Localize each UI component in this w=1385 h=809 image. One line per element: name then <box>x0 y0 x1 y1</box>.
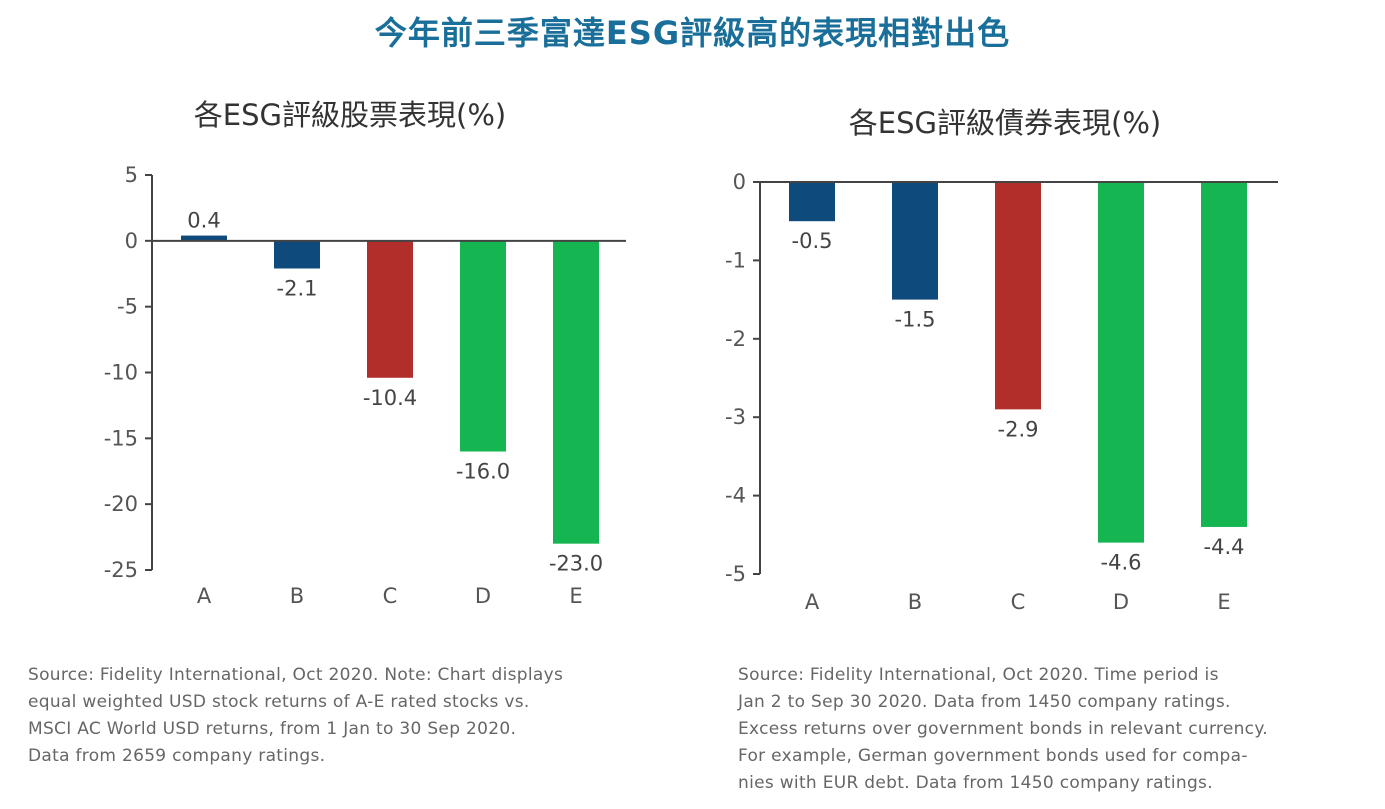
x-category-label: C <box>1011 590 1026 614</box>
bar-e <box>1201 182 1247 527</box>
data-label: -2.9 <box>998 417 1039 441</box>
y-tick-label: 0 <box>125 229 138 253</box>
x-category-label: B <box>908 590 922 614</box>
note-line: MSCI AC World USD returns, from 1 Jan to… <box>28 719 517 739</box>
bond-performance-chart: 0 -1 -2 -3 -4 -5 -0.5 A -1.5 B -2.9 C -4.6 D -4.4 E <box>725 170 1278 614</box>
stock-performance-chart: 5 0 -5 -10 -15 -20 -25 0.4 A -2.1 B -10.4 C -16.0 D -23… <box>104 163 626 608</box>
y-tick-label: -2 <box>725 327 746 351</box>
bar-a <box>181 235 227 241</box>
x-category-label: D <box>475 584 491 608</box>
x-category-label: A <box>197 584 212 608</box>
y-tick-label: -10 <box>104 361 138 385</box>
data-label: -2.1 <box>277 276 318 300</box>
data-label: -4.6 <box>1101 551 1142 575</box>
data-label: -16.0 <box>456 460 510 484</box>
y-tick-label: 0 <box>733 170 746 194</box>
note-line: Source: Fidelity International, Oct 2020… <box>28 665 564 685</box>
data-label: -4.4 <box>1204 535 1245 559</box>
bar-b <box>274 240 320 269</box>
stock-chart-source-note: Source: Fidelity International, Oct 2020… <box>28 662 668 770</box>
x-category-label: E <box>569 584 582 608</box>
bar-a <box>789 182 835 222</box>
note-line: Source: Fidelity International, Oct 2020… <box>738 665 1219 685</box>
main-title: 今年前三季富達ESG評級高的表現相對出色 <box>374 14 1011 52</box>
bar-d <box>460 240 506 452</box>
y-tick-label: -3 <box>725 405 746 429</box>
bar-d <box>1098 182 1144 543</box>
note-line: For example, German government bonds use… <box>738 746 1248 766</box>
data-label: -23.0 <box>549 552 603 576</box>
bar-e <box>553 240 599 544</box>
y-tick-label: -1 <box>725 248 746 272</box>
bar-c <box>367 240 413 378</box>
bar-b <box>892 182 938 300</box>
y-tick-label: -20 <box>104 492 138 516</box>
data-label: -0.5 <box>792 229 833 253</box>
y-tick-label: -4 <box>725 484 746 508</box>
note-line: Jan 2 to Sep 30 2020. Data from 1450 com… <box>738 692 1231 712</box>
stock-chart-title: 各ESG評級股票表現(%) <box>193 98 507 132</box>
y-tick-label: -5 <box>117 295 138 319</box>
note-line: Data from 2659 company ratings. <box>28 746 326 766</box>
note-line: nies with EUR debt. Data from 1450 compa… <box>738 773 1213 793</box>
x-category-label: E <box>1217 590 1230 614</box>
bond-chart-title: 各ESG評級債券表現(%) <box>848 106 1162 140</box>
y-tick-label: 5 <box>125 163 138 187</box>
bond-chart-source-note: Source: Fidelity International, Oct 2020… <box>738 662 1358 797</box>
x-category-label: C <box>383 584 398 608</box>
x-category-label: A <box>805 590 820 614</box>
data-label: -10.4 <box>363 386 417 410</box>
data-label: -1.5 <box>895 308 936 332</box>
x-category-label: B <box>290 584 304 608</box>
y-tick-label: -5 <box>725 562 746 586</box>
bar-c <box>995 182 1041 410</box>
note-line: Excess returns over government bonds in … <box>738 719 1268 739</box>
note-line: equal weighted USD stock returns of A-E … <box>28 692 530 712</box>
y-tick-label: -25 <box>104 558 138 582</box>
data-label: 0.4 <box>187 209 220 233</box>
x-category-label: D <box>1113 590 1129 614</box>
y-tick-label: -15 <box>104 426 138 450</box>
